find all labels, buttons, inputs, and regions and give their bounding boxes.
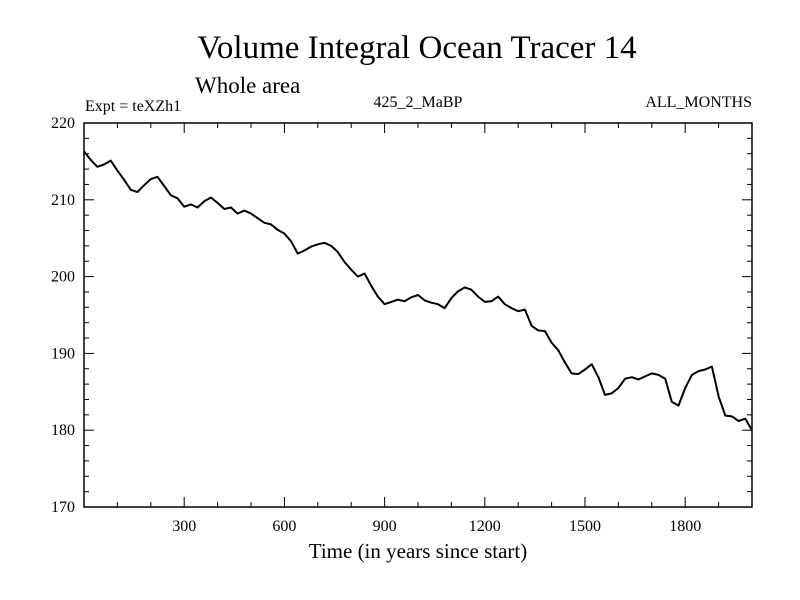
chart-subtitle: Whole area: [195, 73, 300, 98]
experiment-label: Expt = teXZh1: [85, 98, 181, 115]
y-tick-label: 190: [51, 345, 75, 362]
y-tick-label: 180: [51, 422, 75, 439]
axis-tick-labels: 300 600 900 1200 1500 1800 170 180 190 200 210 220: [51, 115, 701, 535]
x-axis-label: Time (in years since start): [309, 539, 528, 563]
axis-ticks: [84, 123, 752, 507]
x-tick-label: 1800: [669, 518, 701, 535]
y-tick-label: 210: [51, 192, 75, 209]
series-line: [83, 150, 753, 431]
months-label: ALL_MONTHS: [645, 94, 752, 111]
y-tick-label: 220: [51, 115, 75, 132]
x-tick-label: 1500: [569, 518, 601, 535]
x-tick-label: 1200: [469, 518, 501, 535]
chart-title: Volume Integral Ocean Tracer 14: [197, 30, 636, 66]
x-tick-label: 600: [272, 518, 296, 535]
x-tick-label: 300: [172, 518, 196, 535]
period-label: 425_2_MaBP: [374, 94, 463, 111]
y-tick-label: 200: [51, 269, 75, 286]
plot-frame: [83, 122, 753, 508]
y-tick-label: 170: [51, 499, 75, 516]
data-series: [83, 150, 753, 431]
x-tick-label: 900: [373, 518, 397, 535]
